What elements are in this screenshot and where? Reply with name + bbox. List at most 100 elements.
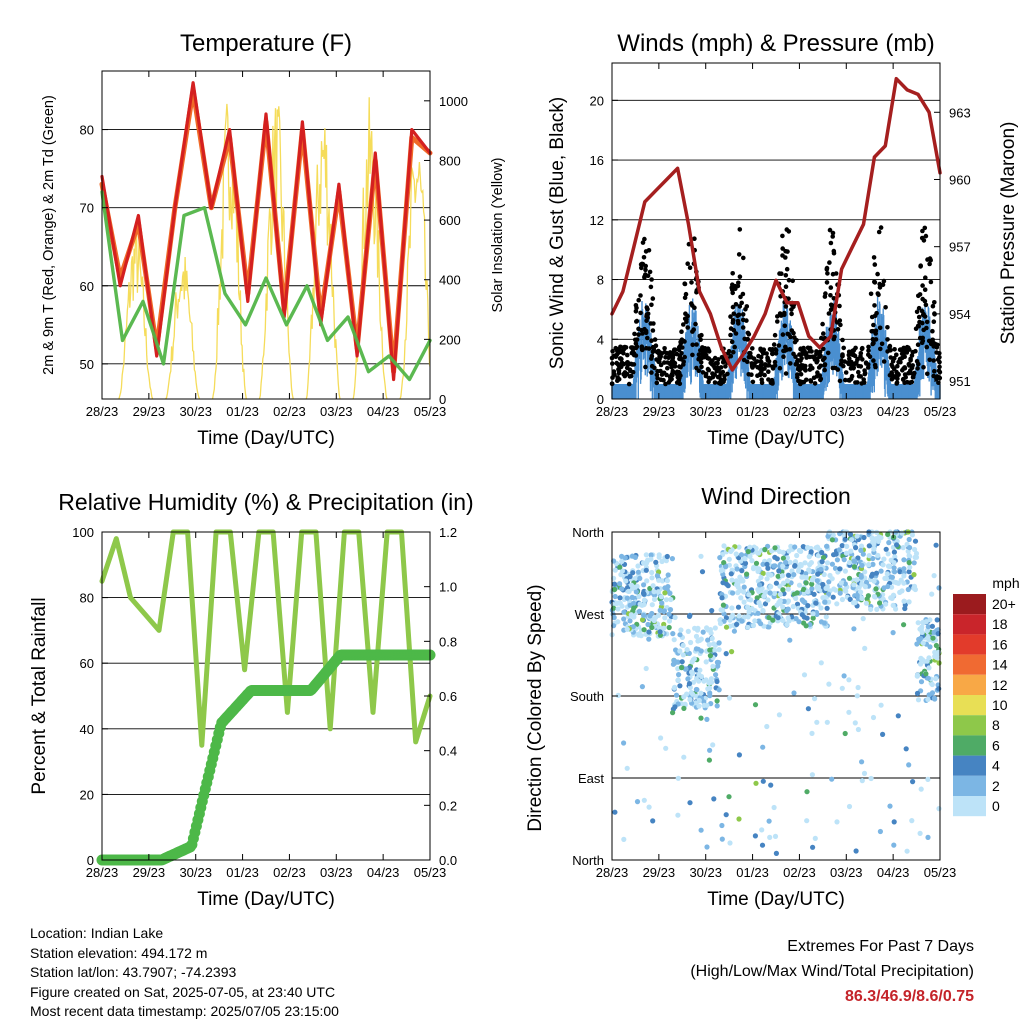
direction-dot bbox=[687, 684, 693, 691]
gust-dot bbox=[916, 305, 922, 311]
gust-dot bbox=[828, 240, 834, 246]
gust-dot bbox=[777, 311, 783, 316]
direction-dot bbox=[859, 759, 865, 765]
direction-dot bbox=[784, 621, 790, 628]
direction-dot bbox=[803, 575, 809, 581]
gust-dot bbox=[935, 374, 940, 379]
gust-dot bbox=[898, 347, 904, 352]
direction-dot bbox=[829, 776, 835, 782]
gust-dot bbox=[645, 335, 650, 341]
direction-dot bbox=[736, 544, 742, 550]
direction-dot bbox=[871, 593, 878, 600]
direction-dot bbox=[701, 702, 707, 709]
direction-dot bbox=[878, 702, 884, 708]
direction-dot bbox=[776, 568, 782, 574]
direction-dot bbox=[891, 560, 897, 566]
direction-dot bbox=[760, 607, 766, 614]
direction-dot bbox=[633, 589, 639, 595]
gust-dot bbox=[706, 379, 711, 385]
direction-dot bbox=[720, 580, 726, 586]
direction-dot bbox=[890, 630, 896, 636]
direction-dot bbox=[649, 569, 655, 576]
direction-dot bbox=[619, 586, 625, 592]
direction-dot bbox=[735, 604, 742, 610]
gust-dot bbox=[728, 353, 734, 359]
gust-dot bbox=[643, 364, 648, 370]
gust-dot bbox=[667, 378, 673, 383]
direction-xtick-label: 02/23 bbox=[783, 865, 816, 880]
direction-dot bbox=[824, 560, 831, 566]
direction-dot bbox=[696, 678, 702, 684]
gust-dot bbox=[791, 351, 796, 357]
gust-dot bbox=[835, 327, 841, 332]
gust-dot bbox=[690, 329, 695, 334]
direction-dot bbox=[907, 545, 913, 551]
direction-dot bbox=[852, 720, 858, 726]
legend-swatch bbox=[953, 634, 986, 655]
direction-dot bbox=[680, 642, 686, 649]
direction-ytick-label: South bbox=[570, 689, 604, 704]
direction-dot bbox=[731, 628, 738, 634]
winds-xtick-label: 28/23 bbox=[596, 404, 629, 419]
gust-dot bbox=[780, 233, 785, 239]
gust-dot bbox=[822, 355, 827, 361]
temperature-ytick-right-label: 600 bbox=[439, 213, 461, 228]
gust-dot bbox=[831, 250, 837, 256]
gust-dot bbox=[869, 329, 874, 334]
direction-dot bbox=[659, 558, 665, 565]
gust-dot bbox=[733, 302, 739, 307]
gust-dot bbox=[923, 302, 929, 308]
direction-dot bbox=[669, 556, 676, 562]
gust-dot bbox=[779, 271, 784, 277]
direction-dot bbox=[917, 830, 923, 837]
direction-dot bbox=[611, 614, 617, 621]
gust-dot bbox=[825, 350, 831, 356]
gust-dot bbox=[817, 373, 823, 378]
gust-dot bbox=[710, 371, 715, 376]
humidity-frame bbox=[101, 531, 431, 861]
direction-dot bbox=[736, 816, 742, 822]
winds-xlabel: Time (Day/UTC) bbox=[707, 428, 845, 449]
direction-dot bbox=[886, 540, 892, 546]
direction-dot bbox=[869, 535, 875, 541]
gust-dot bbox=[638, 293, 643, 298]
gust-dot bbox=[643, 267, 648, 273]
direction-dot bbox=[705, 686, 711, 692]
direction-dot bbox=[838, 580, 844, 586]
gust-dot bbox=[702, 346, 708, 351]
direction-dot bbox=[913, 554, 920, 560]
direction-dot bbox=[687, 800, 693, 806]
gust-dot bbox=[866, 344, 871, 350]
direction-dot bbox=[812, 696, 818, 702]
gust-dot bbox=[639, 265, 644, 271]
direction-dot bbox=[690, 679, 697, 685]
humidity-ytick-right-label: 0.2 bbox=[439, 798, 457, 813]
direction-dot bbox=[890, 602, 896, 609]
legend-label: 16 bbox=[992, 636, 1008, 652]
direction-dot bbox=[704, 844, 710, 850]
direction-dot bbox=[784, 608, 790, 614]
direction-xtick-label: 03/23 bbox=[830, 865, 863, 880]
direction-dot bbox=[623, 578, 629, 584]
direction-dot bbox=[719, 822, 725, 829]
gust-dot bbox=[921, 311, 926, 317]
gust-dot bbox=[682, 354, 687, 360]
direction-dot bbox=[822, 599, 828, 605]
direction-dot bbox=[915, 620, 921, 626]
gust-dot bbox=[657, 353, 662, 359]
direction-dot bbox=[698, 648, 704, 654]
gust-dot bbox=[908, 368, 913, 373]
direction-dot bbox=[736, 613, 742, 619]
gust-dot bbox=[830, 230, 836, 236]
gust-dot bbox=[783, 284, 789, 290]
direction-dot bbox=[873, 586, 879, 592]
direction-dot bbox=[760, 778, 766, 784]
direction-dot bbox=[615, 692, 621, 699]
gust-dot bbox=[860, 345, 865, 351]
direction-dot bbox=[823, 585, 829, 592]
gust-dot bbox=[698, 337, 703, 343]
direction-dot bbox=[826, 599, 832, 605]
direction-dot bbox=[672, 704, 678, 710]
gust-dot bbox=[795, 358, 800, 364]
legend-swatch bbox=[953, 594, 986, 615]
